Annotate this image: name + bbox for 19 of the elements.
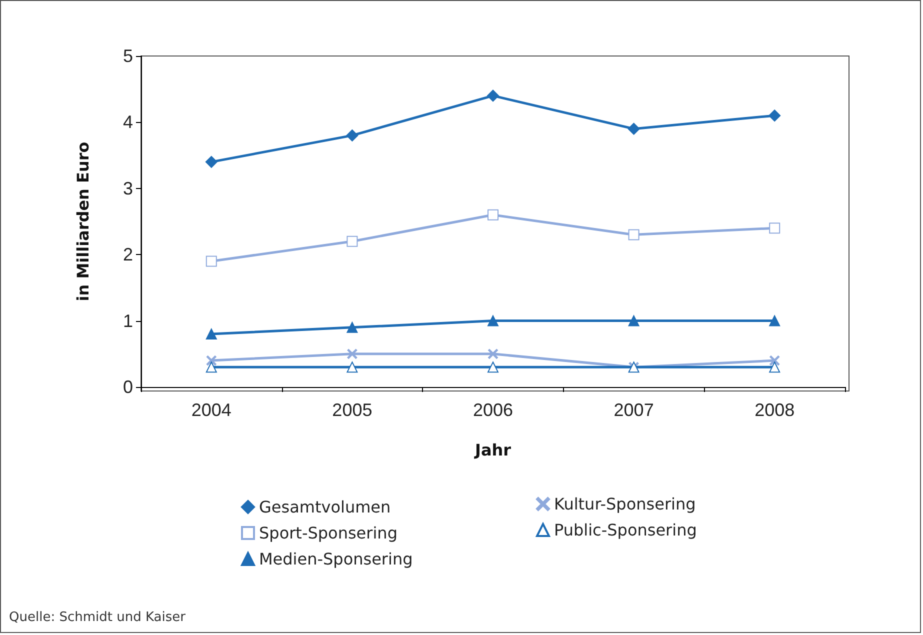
x-tick-label: 2006 — [472, 400, 514, 420]
x-axis-title: Jahr — [474, 440, 512, 460]
x-tick-label: 2008 — [754, 400, 795, 420]
legend-label: Medien-Sponsering — [259, 550, 413, 568]
legend-label: Public-Sponsering — [554, 520, 697, 540]
x-tick-label: 2007 — [614, 400, 654, 420]
y-tick-label: 2 — [122, 244, 133, 265]
legend-label: Kultur-Sponsering — [554, 494, 696, 514]
legend-label: Sport-Sponsering — [259, 524, 398, 542]
x-tick-label: 2004 — [191, 400, 232, 420]
y-tick-label: 5 — [122, 46, 133, 66]
y-tick-label: 1 — [122, 310, 133, 331]
x-tick-label: 2005 — [332, 400, 372, 420]
y-axis-title: in Milliarden Euro — [74, 142, 92, 302]
y-tick-label: 3 — [122, 178, 133, 198]
y-tick-label: 0 — [122, 377, 133, 397]
legend-label: Gesamtvolumen — [259, 498, 391, 516]
source-note: Quelle: Schmidt und Kaiser — [9, 610, 186, 625]
y-tick-label: 4 — [122, 112, 133, 132]
